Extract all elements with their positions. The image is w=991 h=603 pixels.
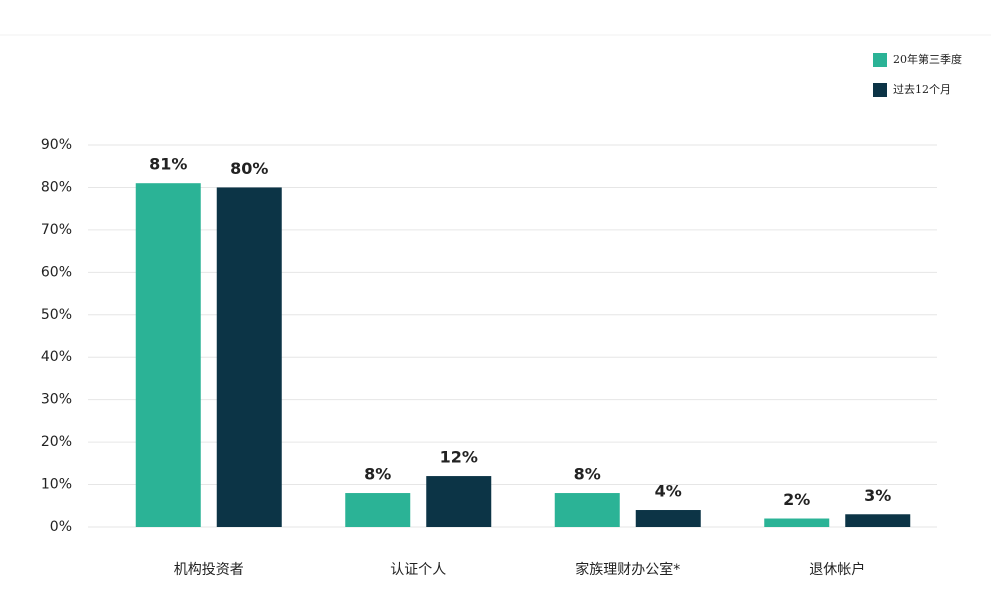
value-label: 80% — [230, 159, 268, 178]
bar — [345, 493, 411, 527]
bar — [216, 187, 282, 527]
y-tick-label: 40% — [41, 349, 72, 365]
bar — [635, 510, 701, 527]
value-label: 12% — [440, 448, 478, 467]
y-tick-label: 70% — [41, 222, 72, 238]
y-tick-label: 90% — [41, 137, 72, 153]
y-tick-label: 80% — [41, 179, 72, 195]
bar — [426, 476, 492, 527]
bar — [764, 518, 830, 527]
value-label: 81% — [149, 155, 187, 174]
value-label: 8% — [364, 465, 391, 484]
legend-label: 过去12个月 — [893, 83, 951, 96]
y-tick-label: 50% — [41, 307, 72, 323]
x-tick-label: 认证个人 — [390, 562, 446, 578]
x-tick-label: 机构投资者 — [174, 562, 244, 578]
y-tick-label: 20% — [41, 434, 72, 450]
value-label: 4% — [655, 482, 682, 501]
value-label: 2% — [783, 490, 810, 509]
y-tick-label: 60% — [41, 264, 72, 280]
legend-swatch — [873, 53, 887, 67]
y-tick-label: 10% — [41, 477, 72, 493]
legend-label: 20年第三季度 — [893, 52, 962, 66]
value-label: 8% — [574, 465, 601, 484]
x-tick-label: 退休帐户 — [809, 561, 865, 578]
y-tick-label: 0% — [50, 519, 72, 535]
value-label: 3% — [864, 486, 891, 505]
bar — [554, 493, 620, 527]
y-tick-label: 30% — [41, 392, 72, 408]
legend-swatch — [873, 83, 887, 97]
bar — [135, 183, 201, 527]
x-tick-label: 家族理财办公室* — [575, 561, 680, 578]
bar — [845, 514, 911, 527]
